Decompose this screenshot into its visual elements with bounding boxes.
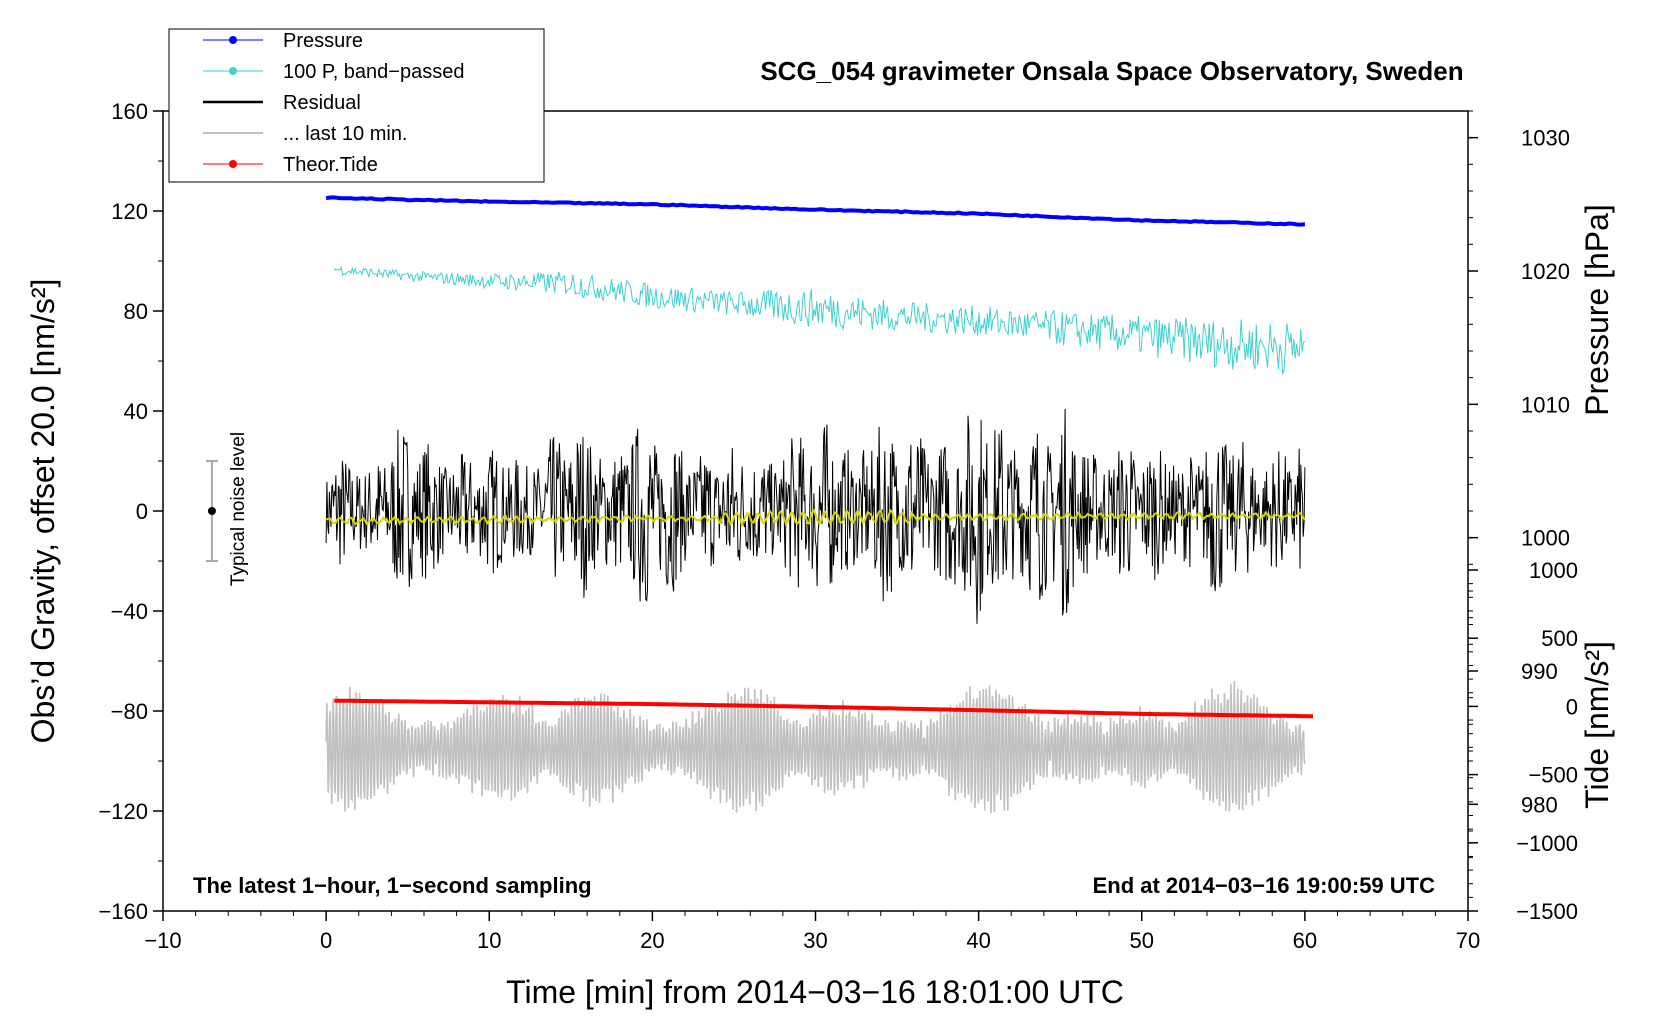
- series-theoretical-tide: [334, 698, 1313, 719]
- y-tick-label: 40: [124, 399, 148, 424]
- pressure-tick-label: 1010: [1521, 392, 1570, 417]
- y-tick-label: 80: [124, 299, 148, 324]
- x-tick-label: 50: [1130, 928, 1154, 953]
- legend-swatch-marker: [229, 36, 237, 44]
- legend-swatch-marker: [229, 160, 237, 168]
- noise-bar-label: Typical noise level: [228, 432, 249, 586]
- legend-label: Residual: [283, 92, 361, 114]
- y-tick-label: 160: [111, 99, 148, 124]
- tide-tick-label: 1000: [1529, 558, 1578, 583]
- legend-swatch-marker: [229, 67, 237, 75]
- y-tick-label: −40: [111, 599, 148, 624]
- pressure-tick-label: 1000: [1521, 526, 1570, 551]
- pressure-axis-label: Pressure [hPa]: [1579, 204, 1615, 416]
- tick-layer: −10 0 10 20 30 40 50 60 7016012080400−40−80−120−…: [98, 99, 1578, 953]
- x-tick-label: 70: [1456, 928, 1480, 953]
- x-tick-label: 60: [1293, 928, 1317, 953]
- legend-label: Theor.Tide: [283, 154, 378, 176]
- series-band-passed-pressure: [333, 265, 1306, 376]
- series-residual-smoothed: [325, 508, 1306, 528]
- legend-label: Pressure: [283, 30, 363, 52]
- noise-bar: Typical noise level: [205, 432, 249, 586]
- x-tick-label: 10: [477, 928, 501, 953]
- y-tick-label: −80: [111, 699, 148, 724]
- noise-bar-point: [207, 507, 216, 515]
- y-tick-label: −160: [98, 899, 148, 924]
- y-tick-label: −120: [98, 799, 148, 824]
- data-layer: [325, 195, 1313, 814]
- pressure-tick-label: 990: [1521, 659, 1558, 684]
- pressure-tick-label: 1020: [1521, 259, 1570, 284]
- chart-title: SCG_054 gravimeter Onsala Space Observat…: [760, 56, 1463, 86]
- legend-box: [168, 28, 545, 183]
- tide-tick-label: 500: [1541, 626, 1578, 651]
- series-residual: [325, 408, 1306, 624]
- x-tick-label: 40: [966, 928, 990, 953]
- plot-frame: [162, 110, 1469, 912]
- series-last-10-min: [325, 680, 1306, 814]
- tide-tick-label: −1500: [1516, 899, 1578, 924]
- x-tick-label: 30: [803, 928, 827, 953]
- legend-label: ... last 10 min.: [283, 123, 408, 145]
- tide-tick-label: −500: [1528, 763, 1578, 788]
- y-tick-label: 120: [111, 199, 148, 224]
- legend-label: 100 P, band−passed: [283, 61, 464, 83]
- y-axis-label: Obs’d Gravity, offset 20.0 [nm/s²]: [25, 279, 61, 744]
- x-axis-label: Time [min] from 2014−03−16 18:01:00 UTC: [506, 974, 1124, 1010]
- tide-tick-label: 0: [1566, 694, 1578, 719]
- tide-tick-label: −1000: [1516, 831, 1578, 856]
- footer-right: End at 2014−03−16 19:00:59 UTC: [1093, 873, 1436, 898]
- tide-axis-label: Tide [nm/s²]: [1579, 641, 1615, 809]
- x-tick-label: 0: [320, 928, 332, 953]
- pressure-tick-label: 1030: [1521, 126, 1570, 151]
- series-pressure: [325, 195, 1306, 227]
- legend: Pressure 100 P, band−passed Residual ... la…: [168, 28, 545, 183]
- pressure-tick-label: 980: [1521, 792, 1558, 817]
- x-tick-label: −10: [144, 928, 181, 953]
- y-tick-label: 0: [136, 499, 148, 524]
- footer-left: The latest 1−hour, 1−second sampling: [193, 873, 592, 898]
- x-tick-label: 20: [640, 928, 664, 953]
